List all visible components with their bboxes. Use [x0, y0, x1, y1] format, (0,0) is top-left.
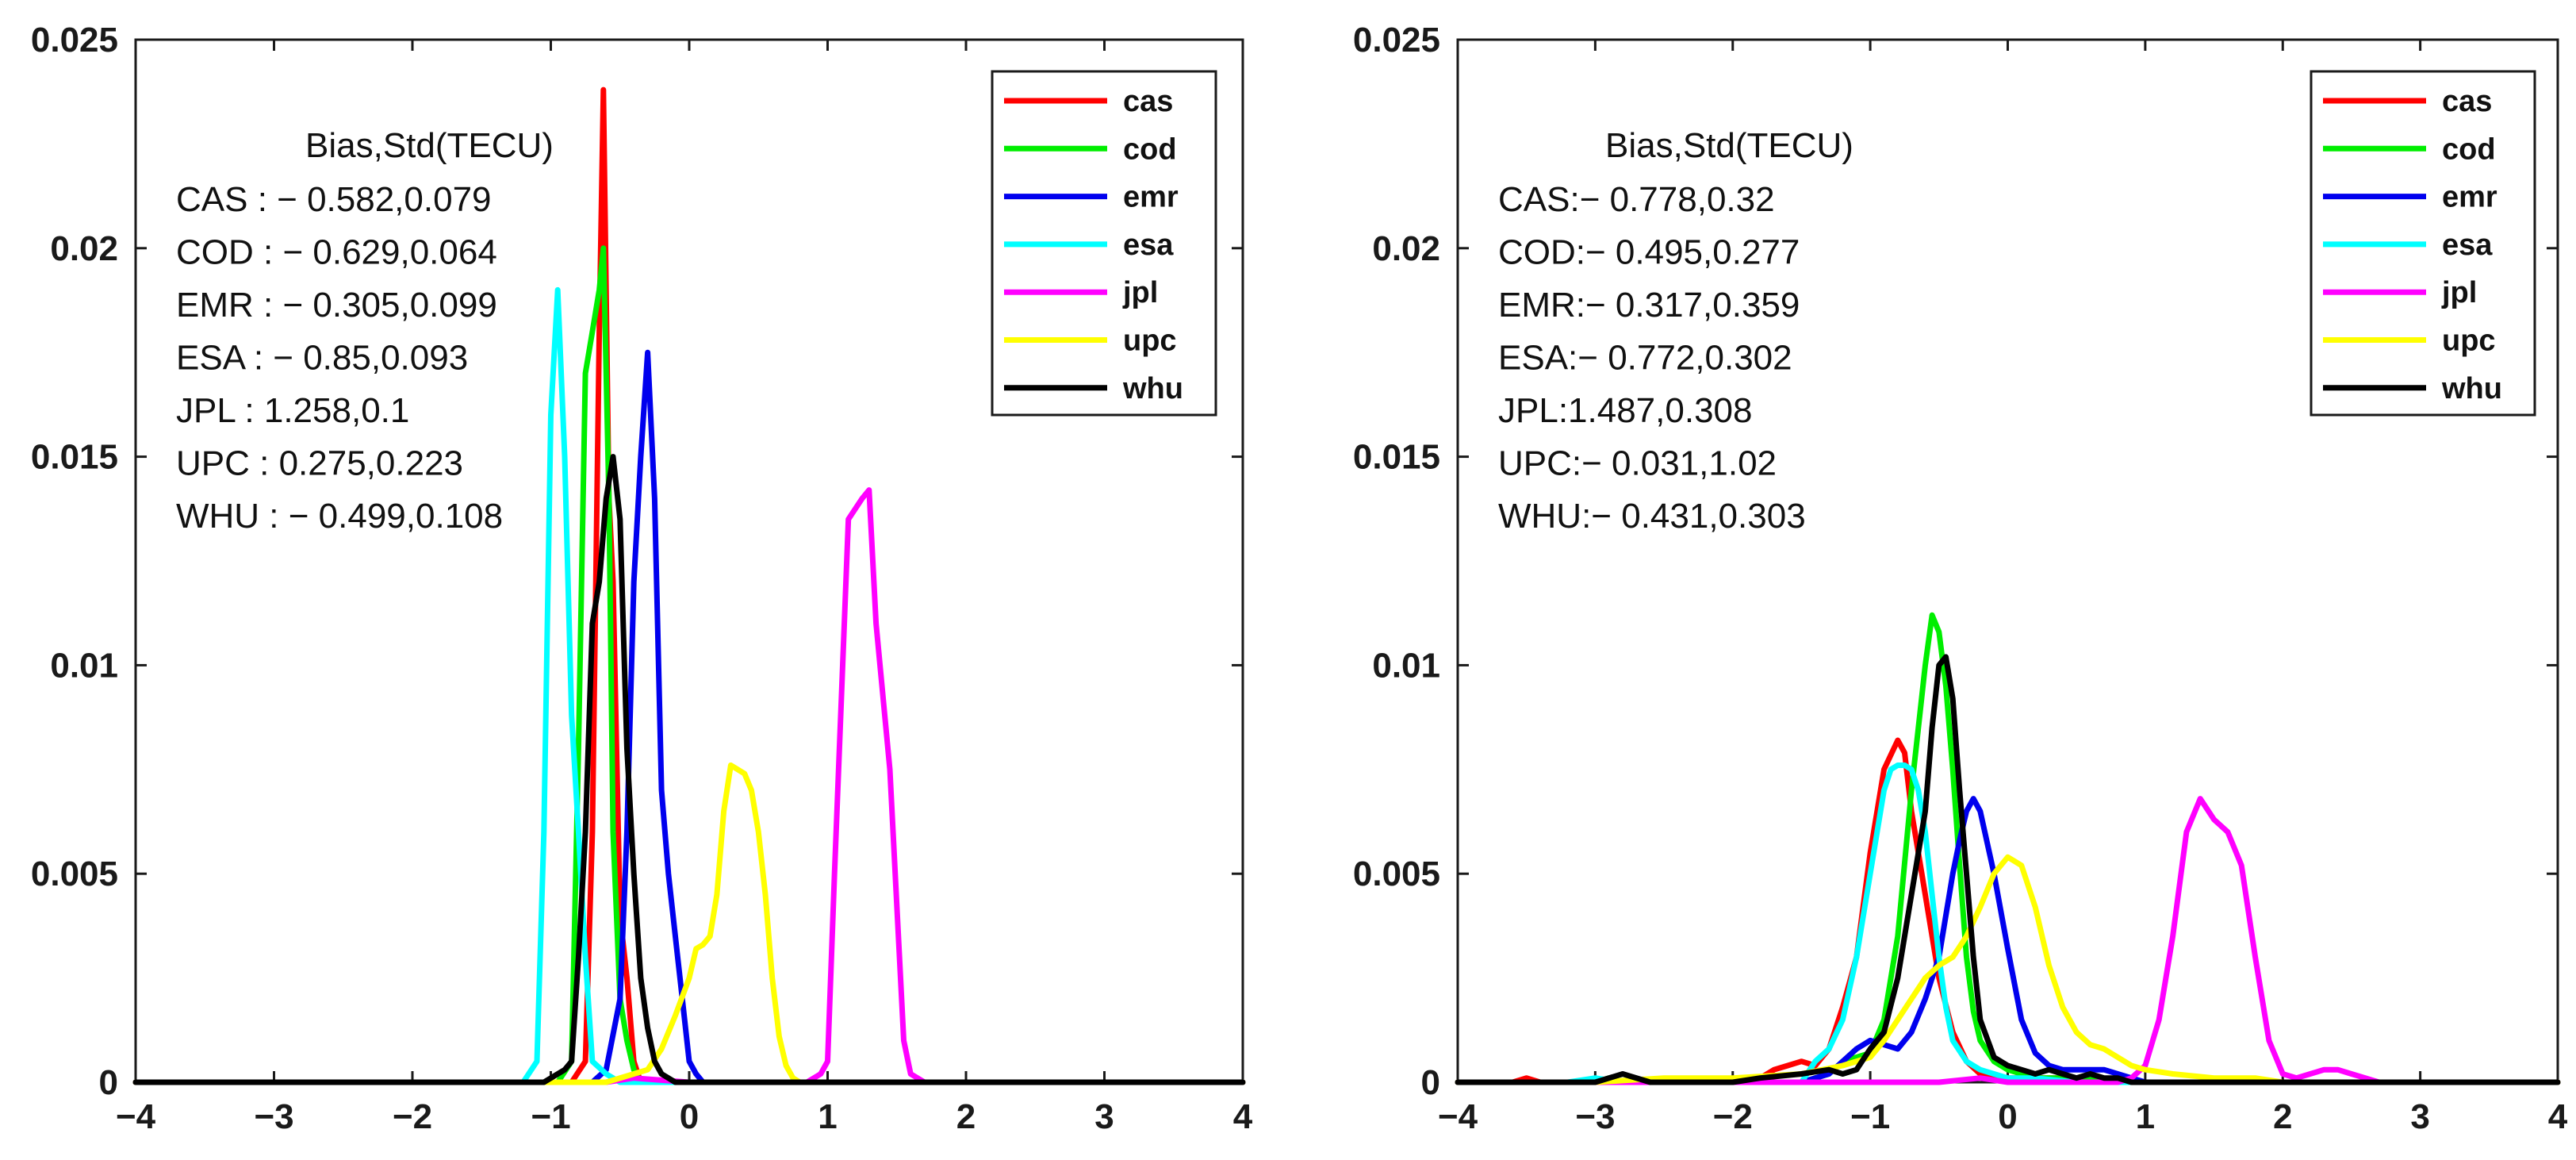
- x-tick-label: 0: [680, 1097, 699, 1136]
- legend-label-cas: cas: [1123, 85, 1173, 118]
- legend-label-cas: cas: [2442, 85, 2492, 118]
- stats-line: UPC:− 0.031,1.02: [1498, 444, 1777, 483]
- y-tick-label: 0.015: [31, 438, 118, 477]
- legend-label-cod: cod: [1123, 133, 1177, 166]
- series-line-esa: [1455, 762, 2561, 1085]
- chart-panel-right: 0 0.005 0.01 0.015 0.02 0.025 −4 −3 −2 −1 0 1 2 3 4 Bia…: [1353, 21, 2568, 1136]
- x-tick-label: −1: [1850, 1097, 1890, 1136]
- series-line-upc: [132, 762, 1246, 1085]
- x-tick-label: 2: [2273, 1097, 2292, 1136]
- stats-title: Bias,Std(TECU): [305, 126, 554, 165]
- y-tick-label: 0.015: [1353, 438, 1440, 477]
- series-line-jpl: [132, 487, 1246, 1085]
- y-tick-label: 0.005: [31, 855, 118, 893]
- legend-label-whu: whu: [2441, 372, 2502, 405]
- stats-line: COD : − 0.629,0.064: [176, 233, 497, 272]
- stats-line: JPL:1.487,0.308: [1498, 391, 1752, 430]
- stats-line: EMR:− 0.317,0.359: [1498, 286, 1800, 325]
- series-line-cod: [132, 245, 1246, 1085]
- stats-line: CAS : − 0.582,0.079: [176, 180, 492, 219]
- stats-line: ESA : − 0.85,0.093: [176, 339, 468, 378]
- stats-line: COD:− 0.495,0.277: [1498, 233, 1800, 272]
- legend-label-esa: esa: [2442, 229, 2493, 262]
- y-tick-label: 0.02: [50, 229, 118, 268]
- stats-line: JPL : 1.258,0.1: [176, 391, 409, 430]
- x-tick-label: 0: [1998, 1097, 2017, 1136]
- stats-title: Bias,Std(TECU): [1605, 126, 1853, 165]
- x-tick-label: −4: [1438, 1097, 1478, 1136]
- x-tick-label: 2: [956, 1097, 976, 1136]
- y-tick-label: 0: [99, 1063, 118, 1102]
- y-tick-label: 0.005: [1353, 855, 1440, 893]
- y-tick-label: 0.02: [1372, 229, 1440, 268]
- stats-line: CAS:− 0.778,0.32: [1498, 180, 1775, 219]
- chart-panel-left: 0 0.005 0.01 0.015 0.02 0.025 −4 −3 −2 −1 0 1 2 3 4 Bia…: [31, 21, 1253, 1136]
- x-tick-label: −4: [116, 1097, 156, 1136]
- series-line-upc: [1455, 854, 2561, 1085]
- x-tick-label: 3: [2410, 1097, 2429, 1136]
- x-tick-label: −3: [254, 1097, 293, 1136]
- y-tick-label: 0.025: [31, 21, 118, 60]
- legend-label-esa: esa: [1123, 229, 1174, 262]
- x-tick-label: −3: [1575, 1097, 1615, 1136]
- stats-line: WHU:− 0.431,0.303: [1498, 497, 1806, 536]
- series-line-emr: [132, 349, 1246, 1085]
- legend-label-cod: cod: [2442, 133, 2496, 166]
- legend-label-upc: upc: [2442, 325, 2496, 358]
- x-tick-label: 4: [2548, 1097, 2568, 1136]
- legend-label-emr: emr: [2442, 181, 2497, 214]
- series-line-whu: [1455, 654, 2561, 1085]
- stats-line: ESA:− 0.772,0.302: [1498, 339, 1792, 378]
- series-line-cas: [1455, 737, 2561, 1085]
- y-tick-label: 0.01: [1372, 646, 1440, 685]
- x-tick-label: 1: [818, 1097, 837, 1136]
- y-tick-label: 0: [1421, 1063, 1440, 1102]
- legend-label-jpl: jpl: [2441, 276, 2477, 309]
- x-tick-label: 4: [1233, 1097, 1253, 1136]
- x-tick-label: −2: [393, 1097, 432, 1136]
- legend-label-whu: whu: [1122, 372, 1183, 405]
- stats-line: EMR : − 0.305,0.099: [176, 286, 497, 325]
- series-line-whu: [132, 454, 1246, 1085]
- stats-line: UPC : 0.275,0.223: [176, 444, 463, 483]
- legend-label-upc: upc: [1123, 325, 1177, 358]
- y-tick-label: 0.025: [1353, 21, 1440, 60]
- y-tick-label: 0.01: [50, 646, 118, 685]
- stats-line: WHU : − 0.499,0.108: [176, 497, 503, 536]
- x-tick-label: 3: [1094, 1097, 1114, 1136]
- x-tick-label: −2: [1713, 1097, 1753, 1136]
- series-line-cod: [1455, 612, 2561, 1085]
- series-line-esa: [132, 286, 1246, 1085]
- series-line-emr: [1455, 796, 2561, 1085]
- legend-label-jpl: jpl: [1122, 276, 1158, 309]
- x-tick-label: 1: [2136, 1097, 2155, 1136]
- x-tick-label: −1: [531, 1097, 570, 1136]
- legend-label-emr: emr: [1123, 181, 1179, 214]
